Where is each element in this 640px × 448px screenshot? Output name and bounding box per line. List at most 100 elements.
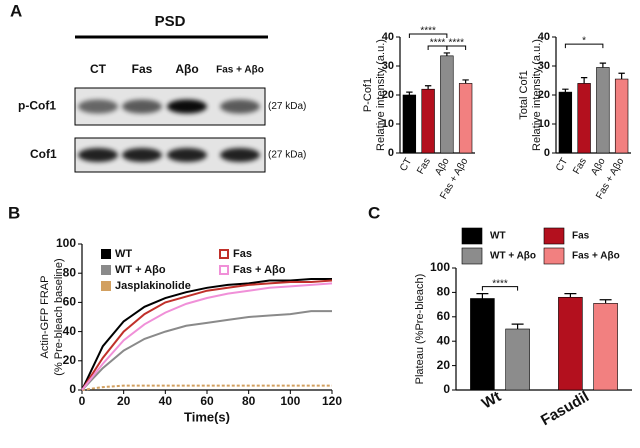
- bar: [558, 91, 573, 154]
- y-tick-label: 80: [63, 265, 77, 279]
- y-tick-label: 0: [69, 382, 76, 396]
- y-tick-label: 0: [443, 382, 450, 396]
- legend-marker: [101, 249, 111, 259]
- legend-marker: [219, 265, 229, 275]
- legend-swatch: [543, 227, 565, 245]
- row-label: Cof1: [30, 147, 57, 161]
- significance-label: ****: [430, 38, 446, 49]
- line-series: [81, 279, 333, 391]
- x-tick-label: Aβo: [589, 156, 608, 177]
- legend-marker: [101, 281, 111, 291]
- bar: [402, 94, 417, 154]
- x-tick-label: 40: [159, 394, 173, 408]
- line-series: [81, 384, 332, 391]
- y-tick-label: 100: [56, 236, 76, 250]
- size-label: (27 kDa): [268, 101, 306, 112]
- legend-label: Fas + Aβo: [233, 264, 286, 276]
- y-tick-label: 40: [382, 31, 394, 43]
- legend-label: Fas: [572, 231, 590, 242]
- y-tick-label: 0: [544, 147, 550, 159]
- bar: [596, 67, 610, 154]
- bar: [593, 303, 618, 391]
- x-tick-label: 20: [117, 394, 131, 408]
- error-bar: [462, 79, 469, 84]
- y-tick-label: 30: [538, 60, 550, 72]
- y-tick-label: 10: [382, 118, 394, 130]
- error-bar: [511, 323, 524, 329]
- significance-label: ****: [492, 278, 508, 289]
- y-axis-label: Plateau (%Pre-bleach): [414, 274, 426, 385]
- significance-label: ****: [448, 38, 464, 49]
- panel-label: C: [368, 203, 380, 222]
- error-bar: [443, 52, 451, 56]
- y-tick-label: 20: [382, 89, 394, 101]
- bar: [440, 55, 454, 154]
- bar: [577, 83, 591, 154]
- y-axis-label: Relative intensity (a.u.): [531, 39, 543, 151]
- lane-label: Aβo: [175, 62, 198, 76]
- blot-band: [167, 148, 207, 162]
- y-tick-label: 40: [538, 31, 550, 43]
- y-tick-label: 60: [437, 309, 451, 323]
- bar: [421, 88, 435, 154]
- y-tick-label: 100: [430, 260, 450, 274]
- legend-swatch: [461, 227, 483, 245]
- x-tick-label: Aβo: [433, 156, 452, 177]
- x-tick-label: CT: [554, 156, 570, 173]
- significance-bracket: [446, 45, 467, 50]
- line-series: [81, 278, 332, 391]
- y-tick-label: 60: [63, 295, 77, 309]
- y-axis-label: (% Pre-bleach baseline): [53, 258, 65, 375]
- blot-band: [78, 148, 118, 162]
- error-bar: [476, 293, 489, 299]
- x-tick-label: Fasudil: [538, 388, 592, 429]
- error-bar: [580, 77, 588, 84]
- row-label: p-Cof1: [18, 99, 56, 113]
- y-tick-label: 10: [538, 118, 550, 130]
- x-tick-label: CT: [398, 156, 414, 173]
- error-bar: [599, 62, 607, 68]
- legend-label: WT + Aβo: [490, 251, 536, 262]
- y-axis-label: Total Cof1: [518, 70, 530, 120]
- y-axis-label: Actin-GFP FRAP: [39, 276, 51, 359]
- size-label: (27 kDa): [268, 150, 306, 161]
- blot-band: [122, 148, 162, 162]
- legend-label: WT: [115, 248, 132, 260]
- panel-label: B: [8, 203, 20, 222]
- error-bar: [562, 88, 569, 93]
- error-bar: [424, 85, 432, 90]
- blot-band: [122, 99, 162, 114]
- bar: [558, 296, 583, 391]
- y-axis-label: Relative intensity (a.u.): [375, 39, 387, 151]
- panel-label: A: [10, 1, 22, 20]
- error-bar: [406, 91, 413, 95]
- x-tick-label: 80: [242, 394, 256, 408]
- line-series: [81, 310, 332, 391]
- y-tick-label: 30: [382, 60, 394, 72]
- x-tick-label: 0: [79, 394, 86, 408]
- y-tick-label: 20: [63, 353, 77, 367]
- significance-bracket: [408, 33, 448, 38]
- x-tick-label: 100: [280, 394, 300, 408]
- x-tick-label: 60: [200, 394, 214, 408]
- blot-band: [220, 99, 260, 114]
- legend-swatch: [461, 247, 483, 265]
- y-tick-label: 40: [63, 324, 77, 338]
- legend-label: Fas: [233, 248, 252, 260]
- x-tick-label: Fas: [571, 156, 589, 176]
- significance-label: *: [582, 36, 586, 47]
- line-series: [81, 282, 333, 391]
- legend-marker: [101, 265, 111, 275]
- legend-label: WT: [490, 231, 506, 242]
- y-tick-label: 20: [538, 89, 550, 101]
- error-bar: [599, 299, 612, 304]
- bar: [505, 328, 530, 391]
- bar: [458, 83, 473, 154]
- y-tick-label: 0: [388, 147, 394, 159]
- significance-bracket: [481, 286, 519, 291]
- error-bar: [618, 72, 625, 80]
- significance-label: ****: [420, 26, 436, 37]
- y-tick-label: 80: [437, 285, 451, 299]
- x-axis-label: Time(s): [184, 409, 230, 424]
